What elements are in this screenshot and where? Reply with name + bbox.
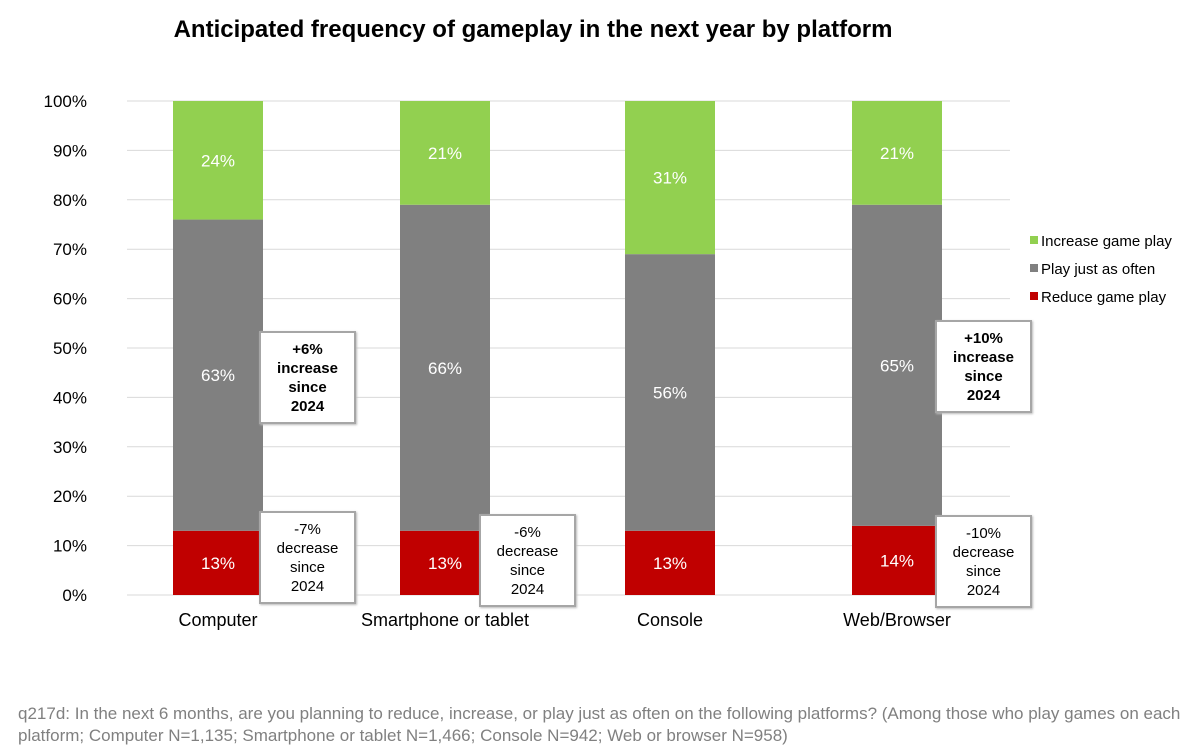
data-label: 13% — [428, 554, 462, 573]
y-tick-label: 80% — [53, 191, 87, 210]
stacked-bar-chart: 0% 10% 20% 30% 40% 50% 60% 70% 80% 90% 100% 13% 63% 2… — [44, 92, 1173, 630]
annotation-box: +6% increase since 2024 — [259, 331, 356, 424]
annotation-text: 2024 — [510, 580, 545, 598]
data-label: 21% — [880, 144, 914, 163]
bar-segment — [852, 525, 942, 595]
y-tick-label: 30% — [53, 438, 87, 457]
annotation-text: -7% — [294, 520, 321, 538]
annotation-text: 2024 — [966, 581, 1001, 599]
data-label: 31% — [653, 169, 687, 188]
x-tick-label: Computer — [178, 610, 257, 630]
y-tick-label: 10% — [53, 537, 87, 556]
data-label: 63% — [201, 366, 235, 385]
bar-segment — [400, 101, 490, 205]
y-tick-label: 70% — [53, 240, 87, 259]
data-label: 24% — [201, 151, 235, 170]
annotation-text: decrease — [496, 542, 559, 560]
bar-segment — [173, 530, 263, 595]
legend-label: Play just as often — [1041, 261, 1155, 278]
y-tick-label: 50% — [53, 339, 87, 358]
data-label: 56% — [653, 383, 687, 402]
bar-segment — [173, 219, 263, 531]
y-tick-label: 90% — [53, 141, 87, 160]
bar-segment — [173, 101, 263, 220]
data-label: 21% — [428, 144, 462, 163]
x-tick-label: Web/Browser — [843, 610, 951, 630]
legend-swatch — [1030, 292, 1038, 300]
annotation-text: increase — [953, 348, 1014, 366]
footnote: q217d: In the next 6 months, are you pla… — [18, 704, 1181, 745]
legend-swatch — [1030, 236, 1038, 244]
bar-segment — [625, 530, 715, 595]
annotation-text: since — [288, 378, 327, 396]
data-label: 13% — [201, 554, 235, 573]
data-label: 14% — [880, 551, 914, 570]
bar-segment — [400, 204, 490, 531]
annotation-text: -10% — [965, 524, 1002, 542]
y-tick-label: 20% — [53, 487, 87, 506]
bar-segment — [852, 101, 942, 205]
annotation-text: 2024 — [290, 397, 325, 415]
x-tick-label: Smartphone or tablet — [361, 610, 529, 630]
annotation-text: since — [509, 561, 546, 579]
annotation-text: 2024 — [966, 386, 1001, 404]
annotation-text: +6% — [292, 340, 323, 358]
data-label: 65% — [880, 356, 914, 375]
y-tick-label: 100% — [44, 92, 87, 111]
annotation-text: decrease — [276, 539, 339, 557]
annotation-box: +10% increase since 2024 — [935, 320, 1032, 413]
annotation-text: -6% — [514, 523, 541, 541]
y-tick-label: 60% — [53, 290, 87, 309]
legend-label: Increase game play — [1041, 233, 1172, 250]
annotation-box: -7% decrease since 2024 — [259, 511, 356, 604]
y-tick-label: 40% — [53, 388, 87, 407]
annotation-text: decrease — [952, 543, 1015, 561]
bar-segment — [625, 254, 715, 531]
annotation-text: since — [964, 367, 1003, 385]
bar-segment — [400, 530, 490, 595]
annotation-text: since — [289, 558, 326, 576]
annotation-text: +10% — [964, 329, 1003, 347]
bar-segment — [852, 204, 942, 526]
annotation-box: -6% decrease since 2024 — [479, 514, 576, 607]
legend-swatch — [1030, 264, 1038, 272]
legend-label: Reduce game play — [1041, 289, 1167, 306]
data-label: 66% — [428, 359, 462, 378]
annotation-text: increase — [277, 359, 338, 377]
x-tick-label: Console — [637, 610, 703, 630]
y-tick-label: 0% — [62, 586, 87, 605]
bar-segment — [625, 101, 715, 255]
annotation-text: 2024 — [290, 577, 325, 595]
chart-title: Anticipated frequency of gameplay in the… — [173, 16, 893, 43]
annotation-box: -10% decrease since 2024 — [935, 515, 1032, 608]
data-label: 13% — [653, 554, 687, 573]
annotation-text: since — [965, 562, 1002, 580]
